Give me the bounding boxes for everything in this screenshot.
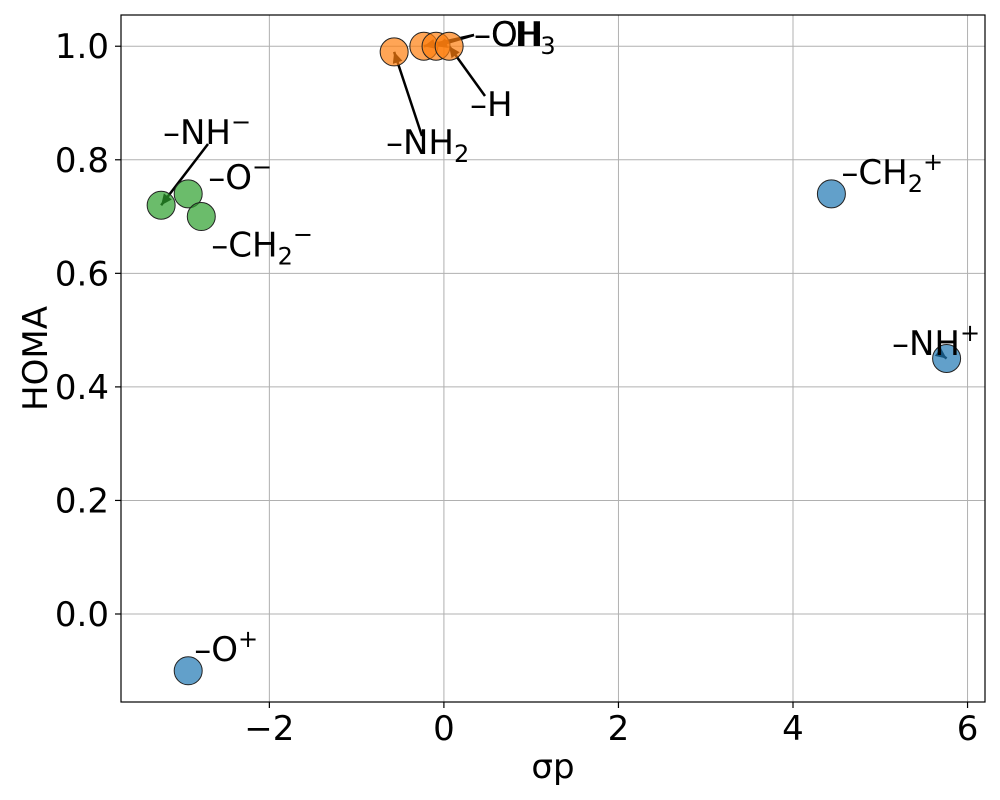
point-label-superscript: + — [238, 625, 258, 653]
point-label-text: –H — [470, 85, 513, 125]
point-label-text: –CH — [474, 15, 540, 55]
x-axis-label: σp — [531, 747, 574, 787]
point-label-superscript: + — [960, 319, 980, 347]
y-axis-ticks: 0.0 0.2 0.4 0.6 0.8 1.0 — [55, 27, 121, 635]
scatter-point-o-plus — [173, 656, 203, 686]
point-label-nh-minus: –NH− — [163, 108, 251, 153]
point-label-text: –NH — [163, 113, 231, 153]
x-tick-label: 2 — [608, 709, 630, 749]
y-tick-label: 0.0 — [55, 595, 109, 635]
scatter-point-o-minus — [173, 179, 203, 209]
point-label-subscript: 2 — [454, 140, 469, 168]
annotation-arrow-nh2 — [392, 51, 424, 137]
point-label-text: –O — [194, 630, 238, 670]
scatter-point-ch2-plus — [816, 179, 846, 209]
point-label-o-plus: –O+ — [194, 625, 258, 670]
point-label-text: –NH — [892, 324, 960, 364]
point-label-h: –H — [470, 85, 513, 125]
point-label-text: –CH — [211, 226, 277, 266]
y-tick-label: 0.2 — [55, 481, 109, 521]
point-label-ch2-minus: –CH2− — [211, 221, 313, 271]
scatter-point-nh-minus — [146, 190, 176, 220]
x-tick-label: −2 — [244, 709, 294, 749]
data-points — [146, 31, 962, 686]
plot-frame — [120, 14, 986, 703]
x-tick-label: 6 — [957, 709, 979, 749]
point-label-nh2: –NH2 — [386, 123, 469, 168]
point-label-subscript: 2 — [908, 170, 923, 198]
y-tick-label: 0.6 — [55, 254, 109, 294]
y-tick-label: 1.0 — [55, 27, 109, 67]
point-labels: –CH2+–NH+–O+–NH2–OH–CH3–H–NH−–O−–CH2− — [163, 15, 980, 670]
point-label-nh-plus: –NH+ — [892, 319, 980, 364]
point-label-superscript: + — [923, 148, 943, 176]
y-tick-label: 0.8 — [55, 141, 109, 181]
scatter-point-ch2-minus — [186, 202, 216, 232]
point-label-ch3: –CH3 — [474, 15, 556, 60]
scatter-point-h — [434, 31, 464, 61]
point-label-o-minus: –O− — [208, 153, 272, 198]
x-axis-ticks: −2 0 2 4 6 — [244, 702, 978, 749]
scatter-point-nh2 — [379, 37, 409, 67]
point-label-subscript: 3 — [540, 32, 555, 60]
x-tick-label: 0 — [433, 709, 455, 749]
y-tick-label: 0.4 — [55, 368, 109, 408]
point-label-text: –CH — [841, 153, 907, 193]
grid — [121, 15, 985, 702]
point-label-text: –O — [208, 158, 252, 198]
point-label-text: –OH — [474, 15, 543, 55]
scatter-point-nh-plus — [932, 344, 962, 373]
point-label-ch2-plus: –CH2+ — [841, 148, 943, 198]
point-label-superscript: − — [293, 221, 313, 249]
point-label-subscript: 2 — [278, 243, 293, 271]
x-tick-label: 4 — [782, 709, 804, 749]
point-label-superscript: − — [231, 108, 251, 136]
y-axis-label: HOMA — [16, 306, 56, 411]
point-label-oh: –OH — [474, 15, 543, 55]
point-label-text: –NH — [386, 123, 454, 163]
point-label-superscript: − — [252, 153, 272, 181]
